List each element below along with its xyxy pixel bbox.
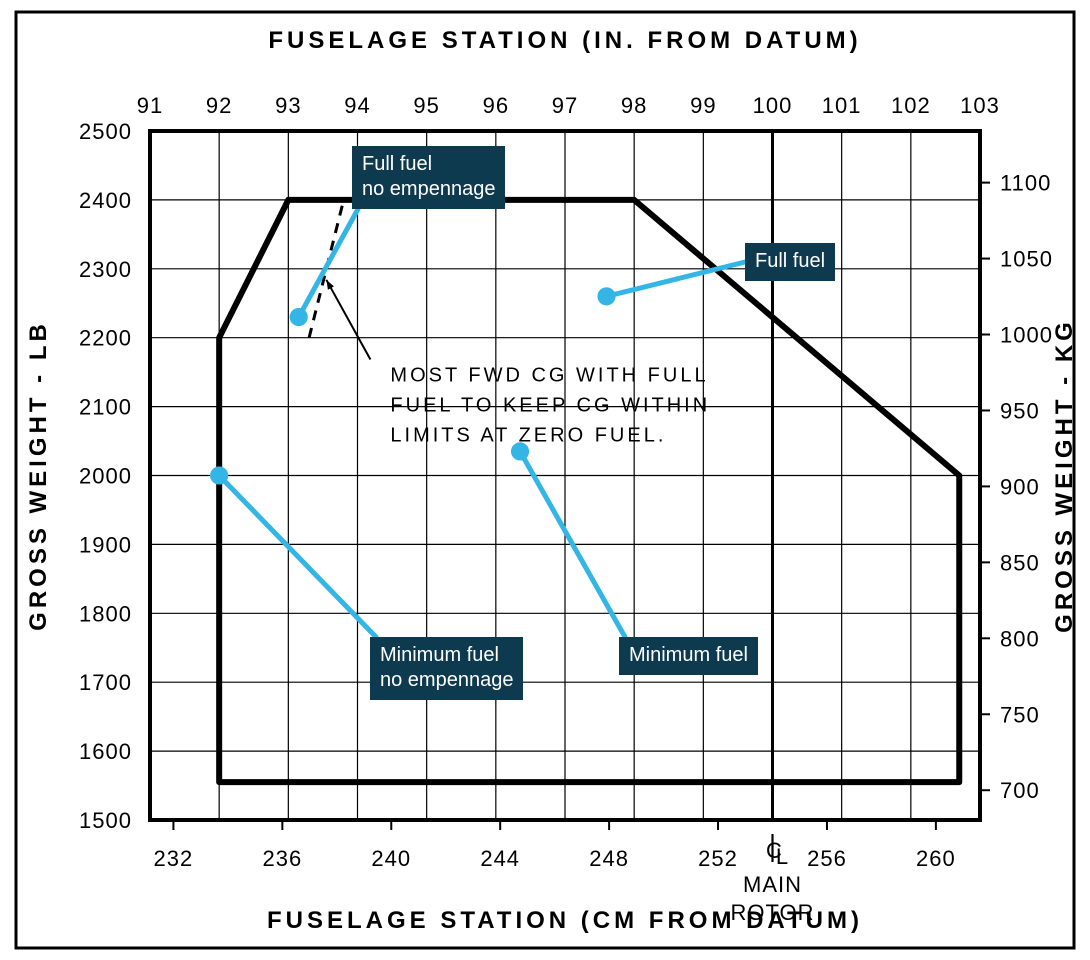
svg-text:100: 100 xyxy=(753,93,793,118)
svg-text:244: 244 xyxy=(480,846,520,871)
svg-text:92: 92 xyxy=(206,93,232,118)
svg-text:1100: 1100 xyxy=(1000,171,1051,196)
svg-text:900: 900 xyxy=(1000,474,1040,499)
svg-text:850: 850 xyxy=(1000,550,1040,575)
svg-text:FUSELAGE STATION (IN. FROM DAT: FUSELAGE STATION (IN. FROM DATUM) xyxy=(268,27,861,54)
svg-text:240: 240 xyxy=(371,846,411,871)
svg-text:260: 260 xyxy=(916,846,956,871)
svg-text:MOST FWD CG WITH FULL: MOST FWD CG WITH FULL xyxy=(390,364,708,386)
cg-envelope-chart: { "chart": { "type": "cg-envelope", "wid… xyxy=(0,0,1090,960)
svg-text:93: 93 xyxy=(275,93,301,118)
svg-text:98: 98 xyxy=(621,93,647,118)
svg-text:101: 101 xyxy=(822,93,862,118)
svg-text:95: 95 xyxy=(413,93,439,118)
svg-text:1700: 1700 xyxy=(79,670,132,695)
svg-text:GROSS WEIGHT - KG: GROSS WEIGHT - KG xyxy=(1051,318,1078,633)
chart-svg: FUSELAGE STATION (IN. FROM DATUM)FUSELAG… xyxy=(0,0,1090,960)
svg-text:256: 256 xyxy=(807,846,847,871)
svg-text:2000: 2000 xyxy=(79,464,132,489)
svg-text:2200: 2200 xyxy=(79,326,132,351)
svg-text:248: 248 xyxy=(589,846,629,871)
svg-text:91: 91 xyxy=(137,93,163,118)
label-min-fuel: Minimum fuel xyxy=(619,637,758,675)
svg-text:1900: 1900 xyxy=(79,532,132,557)
svg-text:232: 232 xyxy=(154,846,194,871)
svg-text:750: 750 xyxy=(1000,702,1040,727)
svg-text:GROSS WEIGHT - LB: GROSS WEIGHT - LB xyxy=(25,320,52,631)
svg-text:97: 97 xyxy=(552,93,578,118)
svg-text:1600: 1600 xyxy=(79,739,132,764)
svg-text:1000: 1000 xyxy=(1000,323,1053,348)
svg-text:2300: 2300 xyxy=(79,257,132,282)
label-full-fuel-no-emp: Full fuel no empennage xyxy=(352,146,505,209)
label-full-fuel: Full fuel xyxy=(745,243,835,281)
svg-text:94: 94 xyxy=(344,93,370,118)
svg-text:2400: 2400 xyxy=(79,188,132,213)
svg-text:96: 96 xyxy=(483,93,509,118)
label-min-fuel-no-emp: Minimum fuel no empennage xyxy=(370,637,523,700)
svg-text:1050: 1050 xyxy=(1000,247,1053,272)
svg-text:950: 950 xyxy=(1000,398,1040,423)
svg-text:700: 700 xyxy=(1000,778,1040,803)
svg-text:FUEL TO KEEP CG WITHIN: FUEL TO KEEP CG WITHIN xyxy=(390,394,710,416)
svg-text:1500: 1500 xyxy=(79,808,132,833)
svg-text:2100: 2100 xyxy=(79,395,132,420)
svg-text:2500: 2500 xyxy=(79,119,132,144)
svg-text:L: L xyxy=(776,844,789,869)
svg-text:102: 102 xyxy=(891,93,931,118)
svg-text:ROTOR: ROTOR xyxy=(730,900,814,925)
svg-text:LIMITS AT ZERO FUEL.: LIMITS AT ZERO FUEL. xyxy=(390,424,666,446)
svg-text:1800: 1800 xyxy=(79,601,132,626)
svg-text:800: 800 xyxy=(1000,626,1040,651)
svg-text:99: 99 xyxy=(690,93,716,118)
svg-text:103: 103 xyxy=(960,93,1000,118)
svg-text:252: 252 xyxy=(698,846,738,871)
svg-text:MAIN: MAIN xyxy=(743,872,802,897)
svg-text:236: 236 xyxy=(262,846,302,871)
